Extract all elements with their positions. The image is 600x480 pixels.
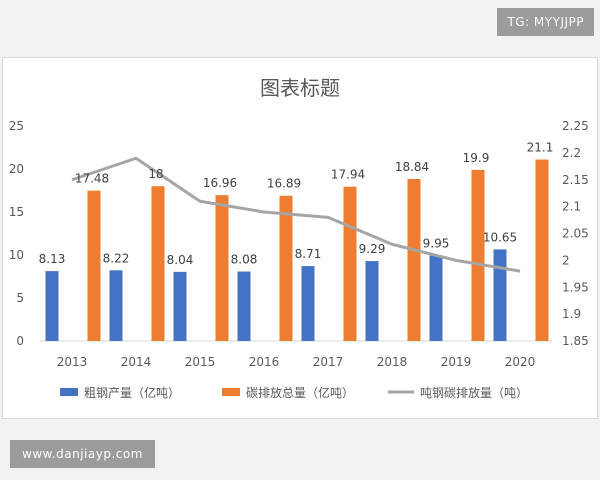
bar-carbon-total <box>407 178 421 341</box>
legend-label: 粗钢产量（亿吨） <box>84 385 180 400</box>
y-left-tick-label: 20 <box>9 162 24 176</box>
data-label: 10.65 <box>483 230 517 244</box>
y-right-tick-label: 1.95 <box>562 280 589 294</box>
watermark-bottom-left: www.danjiayp.com <box>10 440 155 468</box>
x-tick-label: 2018 <box>377 355 408 369</box>
chart-title: 图表标题 <box>260 76 340 100</box>
watermark-top-right: TG: MYYJJPP <box>497 8 594 36</box>
y-left-tick-label: 15 <box>9 205 24 219</box>
x-tick-label: 2017 <box>313 355 344 369</box>
chart-card <box>2 57 598 419</box>
bar-carbon-total <box>87 190 101 341</box>
y-left-tick-label: 10 <box>9 248 24 262</box>
bar-carbon-total <box>215 195 229 341</box>
x-tick-label: 2019 <box>441 355 472 369</box>
line-ton-steel-carbon <box>71 156 521 273</box>
x-tick-label: 2016 <box>249 355 280 369</box>
axes: 0 5 10 15 20 25 1.85 1.9 1.95 2 2.05 2.1 2.15 2.2 2.25… <box>9 119 589 369</box>
line-series <box>71 156 521 273</box>
y-left-tick-label: 25 <box>9 119 24 133</box>
data-label: 8.13 <box>39 252 66 266</box>
bar-crude-steel <box>45 271 59 341</box>
data-label: 8.71 <box>295 247 322 261</box>
data-label: 8.22 <box>103 251 130 265</box>
y-right-tick-label: 2.15 <box>562 173 589 187</box>
x-tick-label: 2020 <box>505 355 536 369</box>
bar-carbon-total <box>151 186 165 341</box>
bar-crude-steel <box>173 271 187 341</box>
data-label: 8.08 <box>231 253 258 267</box>
data-label: 16.96 <box>203 176 237 190</box>
bar-crude-steel <box>493 249 507 341</box>
bar-carbon-total <box>471 169 485 341</box>
bar-crude-steel <box>301 266 315 341</box>
bar-crude-steel <box>429 255 443 341</box>
data-label: 8.04 <box>167 253 194 267</box>
legend-label: 碳排放总量（亿吨） <box>246 385 354 400</box>
bar-crude-steel <box>109 270 123 341</box>
bar-crude-steel <box>237 271 251 341</box>
data-label: 9.29 <box>359 242 386 256</box>
y-left-tick-label: 0 <box>16 334 24 348</box>
bar-carbon-total <box>343 186 357 341</box>
y-right-tick-label: 2.05 <box>562 227 589 241</box>
y-right-tick-label: 1.9 <box>562 307 581 321</box>
y-left-tick-label: 5 <box>16 291 24 305</box>
legend-swatch <box>222 388 240 396</box>
y-right-tick-label: 2.25 <box>562 119 589 133</box>
y-right-tick-label: 2.2 <box>562 146 581 160</box>
data-label: 9.95 <box>423 236 450 250</box>
y-right-tick-label: 2.1 <box>562 200 581 214</box>
y-right-tick-label: 1.85 <box>562 334 589 348</box>
legend-label: 吨钢碳排放量（吨） <box>420 385 528 400</box>
bar-crude-steel <box>365 261 379 341</box>
x-tick-label: 2013 <box>57 355 88 369</box>
bar-carbon-total <box>279 195 293 341</box>
data-labels: 8.13 17.48 8.22 18 8.04 16.96 8.08 16.89 8.71 17.… <box>39 141 554 267</box>
x-tick-label: 2015 <box>185 355 216 369</box>
data-label: 18.84 <box>395 160 429 174</box>
y-right-tick-label: 2 <box>562 253 570 267</box>
legend-swatch <box>60 388 78 396</box>
bars <box>45 159 549 341</box>
data-label: 17.48 <box>75 172 109 186</box>
x-tick-label: 2014 <box>121 355 152 369</box>
legend: 粗钢产量（亿吨） 碳排放总量（亿吨） 吨钢碳排放量（吨） <box>60 385 528 400</box>
data-label: 16.89 <box>267 177 301 191</box>
data-label: 19.9 <box>463 151 490 165</box>
data-label: 21.1 <box>527 141 554 155</box>
data-label: 17.94 <box>331 168 365 182</box>
bar-carbon-total <box>535 159 549 341</box>
data-label: 18 <box>148 167 163 181</box>
